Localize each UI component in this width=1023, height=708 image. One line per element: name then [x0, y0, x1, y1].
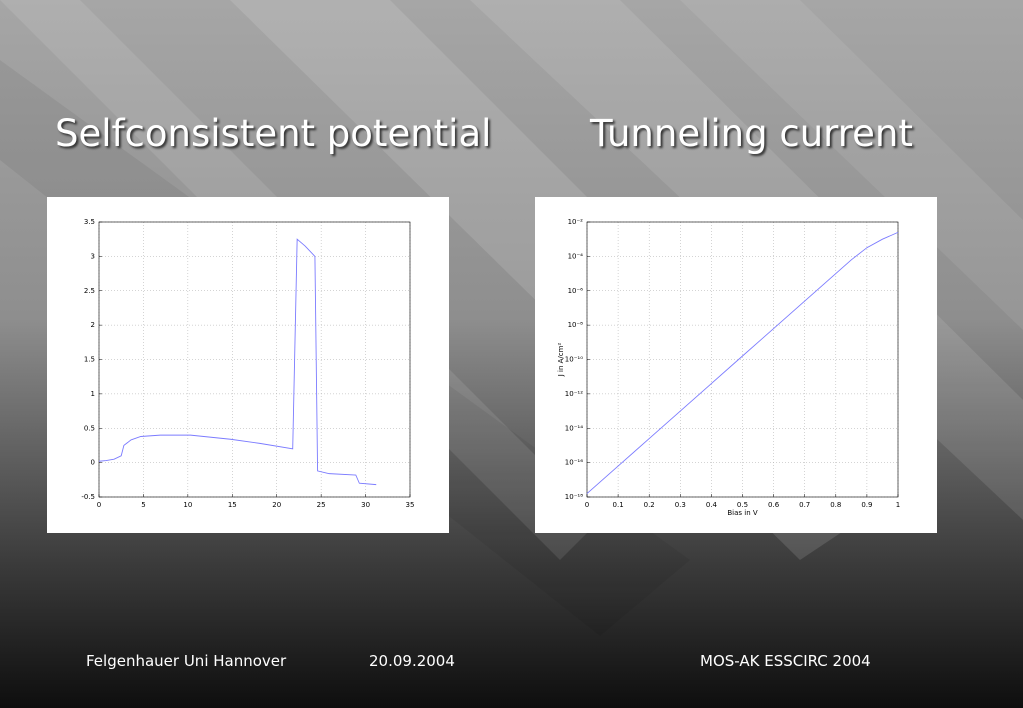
- y-tick-label: 3.5: [84, 218, 95, 226]
- x-tick-label: 0.3: [675, 501, 686, 509]
- y-tick-label: 1.5: [84, 356, 95, 364]
- y-tick-label: 10⁻¹²: [565, 390, 583, 398]
- x-tick-label: 0.6: [768, 501, 780, 509]
- x-tick-label: 0.5: [737, 501, 748, 509]
- plot-frame: [586, 221, 899, 498]
- footer-author: Felgenhauer Uni Hannover: [86, 652, 287, 670]
- chart-panel: 0 5 10 15 20 25 30 35 -0.5 0 0.5 1 1.5 2 2.5 3 3.5: [47, 197, 449, 533]
- y-tick-label: 3: [91, 252, 95, 260]
- y-tick-label: 10⁻²: [568, 218, 584, 226]
- y-tick-label: -0.5: [81, 493, 95, 501]
- chart: 0 0.1 0.2 0.3 0.4 0.5 0.6 0.7 0.8 0.9 1 10⁻¹⁸ 10⁻¹⁶ 1…: [557, 218, 900, 517]
- x-tick-label: 0.7: [799, 501, 810, 509]
- y-tick-label: 0.5: [84, 424, 95, 432]
- x-tick-label: 10: [183, 501, 192, 509]
- y-tick-label: 0: [91, 459, 95, 467]
- x-tick-label: 25: [317, 501, 326, 509]
- y-tick-label: 10⁻¹⁸: [565, 493, 583, 501]
- x-tick-label: 0.9: [861, 501, 872, 509]
- y-tick-label: 10⁻¹⁴: [565, 424, 583, 432]
- x-tick-label: 1: [896, 501, 900, 509]
- x-tick-label: 0.2: [644, 501, 655, 509]
- y-tick-label: 10⁻¹⁶: [565, 459, 583, 467]
- x-axis-label: Bias in V: [727, 509, 758, 517]
- x-tick-label: 0: [585, 501, 589, 509]
- y-tick-label: 10⁻⁶: [568, 287, 584, 295]
- chart-panel: 0 0.1 0.2 0.3 0.4 0.5 0.6 0.7 0.8 0.9 1 10⁻¹⁸ 10⁻¹⁶ 1…: [535, 197, 937, 533]
- y-tick-label: 10⁻⁴: [568, 252, 584, 260]
- x-tick-label: 0.1: [613, 501, 624, 509]
- plot-frame: [98, 221, 411, 498]
- x-tick-label: 5: [141, 501, 145, 509]
- y-tick-label: 10⁻⁸: [568, 321, 584, 329]
- chart: 0 5 10 15 20 25 30 35-0.500.511.522.533.5: [81, 218, 415, 509]
- y-tick-label: 2.5: [84, 287, 95, 295]
- x-tick-label: 0.4: [706, 501, 718, 509]
- x-tick-label: 15: [228, 501, 237, 509]
- y-axis-label: J in A/cm²: [557, 343, 565, 378]
- x-tick-label: 30: [361, 501, 370, 509]
- line: [586, 231, 899, 494]
- footer-event: MOS-AK ESSCIRC 2004: [700, 652, 871, 670]
- x-tick-label: 20: [272, 501, 281, 509]
- line: [98, 238, 377, 486]
- y-tick-label: 2: [91, 321, 95, 329]
- footer-date: 20.09.2004: [369, 652, 455, 670]
- x-tick-label: 0.8: [830, 501, 841, 509]
- y-tick-label: 10⁻¹⁰: [565, 356, 583, 364]
- slide-title: Tunneling current: [590, 112, 913, 155]
- y-tick-label: 1: [91, 390, 95, 398]
- x-tick-label: 0: [97, 501, 101, 509]
- x-tick-label: 35: [406, 501, 415, 509]
- slide-title: Selfconsistent potential: [55, 112, 492, 155]
